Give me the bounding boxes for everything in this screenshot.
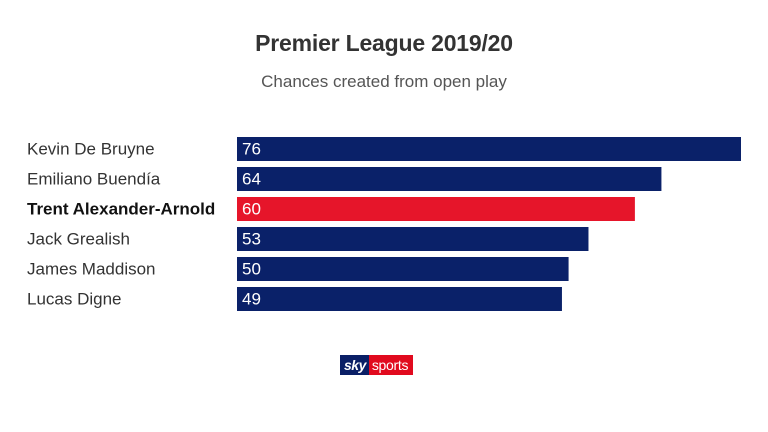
category-label-lucas-digne: Lucas Digne <box>27 290 122 309</box>
chart-subtitle: Chances created from open play <box>261 72 507 91</box>
sky-logo-text: sky <box>340 355 369 375</box>
bar-emiliano-buendia <box>237 167 662 191</box>
value-label-kevin-de-bruyne: 76 <box>242 140 261 159</box>
value-label-trent-alexander-arnold: 60 <box>242 200 261 219</box>
bar-jack-grealish <box>237 227 589 251</box>
value-label-jack-grealish: 53 <box>242 230 261 249</box>
value-label-emiliano-buendia: 64 <box>242 170 261 189</box>
category-label-kevin-de-bruyne: Kevin De Bruyne <box>27 140 155 159</box>
bar-kevin-de-bruyne <box>237 137 741 161</box>
chart-title: Premier League 2019/20 <box>255 30 513 56</box>
category-label-emiliano-buendia: Emiliano Buendía <box>27 170 161 189</box>
sky-sports-logo: sky sports <box>340 355 414 375</box>
sports-logo-text: sports <box>368 355 414 375</box>
value-label-james-maddison: 50 <box>242 260 261 279</box>
bar-trent-alexander-arnold <box>237 197 635 221</box>
category-label-jack-grealish: Jack Grealish <box>27 230 130 249</box>
value-label-lucas-digne: 49 <box>242 290 261 309</box>
category-label-james-maddison: James Maddison <box>27 260 156 279</box>
bar-lucas-digne <box>237 287 562 311</box>
category-label-trent-alexander-arnold: Trent Alexander-Arnold <box>27 200 215 219</box>
bar-james-maddison <box>237 257 569 281</box>
